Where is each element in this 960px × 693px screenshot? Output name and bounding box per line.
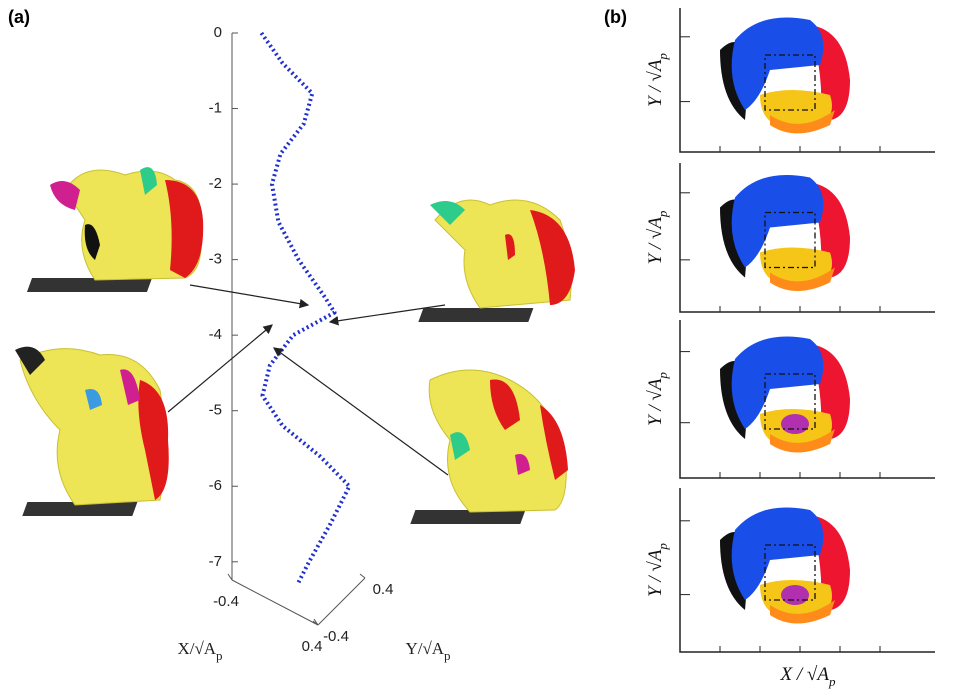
blob-magenta [781,414,809,434]
axis-label-sub: p [828,674,836,689]
axis-label-text: Y / √A [645,378,666,426]
z-tick-label: -5 [209,402,222,419]
panel-label: (a) [8,7,30,27]
blob [720,337,850,453]
panel-b: Y / √ApY / √ApY / √ApY / √ApX / √Ap [645,8,935,689]
axis-label: Y / √Ap [645,543,670,597]
axis-label-sub: p [444,648,451,663]
axis-label-text: Y / √A [645,217,666,265]
blob [720,175,850,291]
blob [720,508,850,624]
axis-label-sub: p [655,210,670,218]
axis-label: Y / √Ap [645,372,670,426]
z-tick-label: -1 [209,100,222,117]
axis-label: Y/√Ap [405,639,450,664]
curve-group [261,33,349,584]
axis-label: X/√Ap [177,639,222,664]
z-tick-label: -6 [209,477,222,494]
blob-2 [418,200,575,322]
axis-label: Y / √Ap [645,210,670,264]
z-tick-label: -3 [209,251,222,268]
x-tick-label: -0.4 [213,593,239,610]
axis-label-sub: p [655,543,670,551]
blob-4 [410,370,568,524]
y-tick [360,574,365,578]
axis-label-text: X / √A [780,664,830,685]
axis-label-text: Y / √A [645,59,666,107]
x-tick [228,574,232,580]
axis-label-sub: p [655,53,670,61]
axis-label: Y / √Ap [645,53,670,107]
axis-label-text: Y/√A [405,639,444,658]
z-tick-label: 0 [214,24,222,41]
axis-label: X / √Ap [780,664,836,689]
axes-frame [232,33,365,625]
blob-3 [15,347,169,516]
figure: (a) (b) 0-1-2-3-4-5-6-7-0.40.40.4-0.4X/√… [0,0,960,693]
axis-label-sub: p [216,648,223,663]
z-tick-label: -2 [209,175,222,192]
y-tick-label: 0.4 [373,581,394,598]
curve [261,33,349,584]
axis-label-text: X/√A [177,639,216,658]
y-tick-label: -0.4 [323,628,349,645]
blob-1 [27,167,203,292]
axis-label-sub: p [655,372,670,380]
x-tick-label: 0.4 [302,638,323,655]
blob-magenta [781,585,809,605]
panel-label: (b) [604,7,627,27]
z-tick-label: -4 [209,326,222,343]
z-tick-label: -7 [209,553,222,570]
axis-label-text: Y / √A [645,549,666,597]
blob [720,18,850,134]
